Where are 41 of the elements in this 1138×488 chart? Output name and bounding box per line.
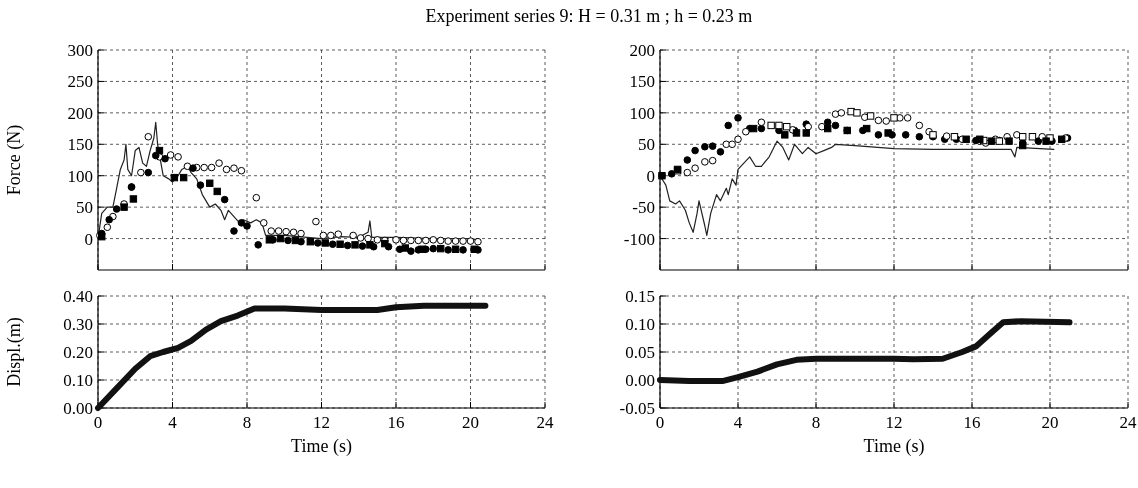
x-tick-label: 4 [168, 413, 178, 432]
x-tick-label: 16 [387, 413, 405, 432]
y-tick-label: -0.05 [619, 398, 655, 418]
x-tick-label: 8 [242, 413, 252, 432]
x-tick-label: 4 [733, 413, 743, 432]
y-tick-label: 0.05 [625, 342, 655, 362]
x-tick-label: 20 [462, 413, 479, 432]
x-axis-title: Time (s) [863, 436, 925, 457]
y-tick-label: -50 [632, 198, 655, 218]
y-tick-label: 100 [67, 166, 93, 186]
y-tick-label: -100 [623, 229, 655, 249]
y-tick-label: 0.00 [625, 370, 655, 390]
y-tick-label: 150 [629, 72, 655, 92]
x-tick-label: 20 [1041, 413, 1059, 432]
y-axis-title: Force (N) [4, 124, 25, 196]
y-tick-label: 0 [646, 166, 655, 186]
y-tick-label: 50 [638, 135, 655, 155]
y-tick-label: 0.00 [63, 398, 93, 418]
x-tick-label: 12 [313, 413, 330, 432]
y-tick-label: 150 [67, 135, 93, 155]
x-axis-title: Time (s) [291, 436, 352, 457]
y-tick-label: 0.10 [625, 314, 655, 334]
y-axis-title: Displ.(m) [4, 317, 25, 387]
x-tick-label: 8 [811, 413, 821, 432]
x-tick-label: 12 [885, 413, 903, 432]
y-tick-label: 50 [76, 198, 93, 218]
y-tick-label: 0.10 [63, 370, 93, 390]
y-tick-label: 250 [67, 72, 93, 92]
x-tick-label: 16 [963, 413, 981, 432]
y-tick-label: 0.30 [63, 314, 93, 334]
y-tick-label: 200 [629, 40, 655, 60]
x-tick-label: 24 [1119, 413, 1137, 432]
y-tick-label: 100 [629, 103, 655, 123]
y-tick-label: 200 [67, 103, 93, 123]
y-tick-label: 0.40 [63, 286, 93, 306]
text: Experiment series 9: H = 0.31 m ; h = 0.23 m [425, 6, 753, 26]
y-tick-label: 0.20 [63, 342, 93, 362]
y-tick-label: 0 [84, 229, 93, 249]
y-tick-label: 0.15 [625, 286, 655, 306]
x-tick-label: 24 [536, 413, 554, 432]
y-tick-label: 300 [67, 40, 93, 60]
